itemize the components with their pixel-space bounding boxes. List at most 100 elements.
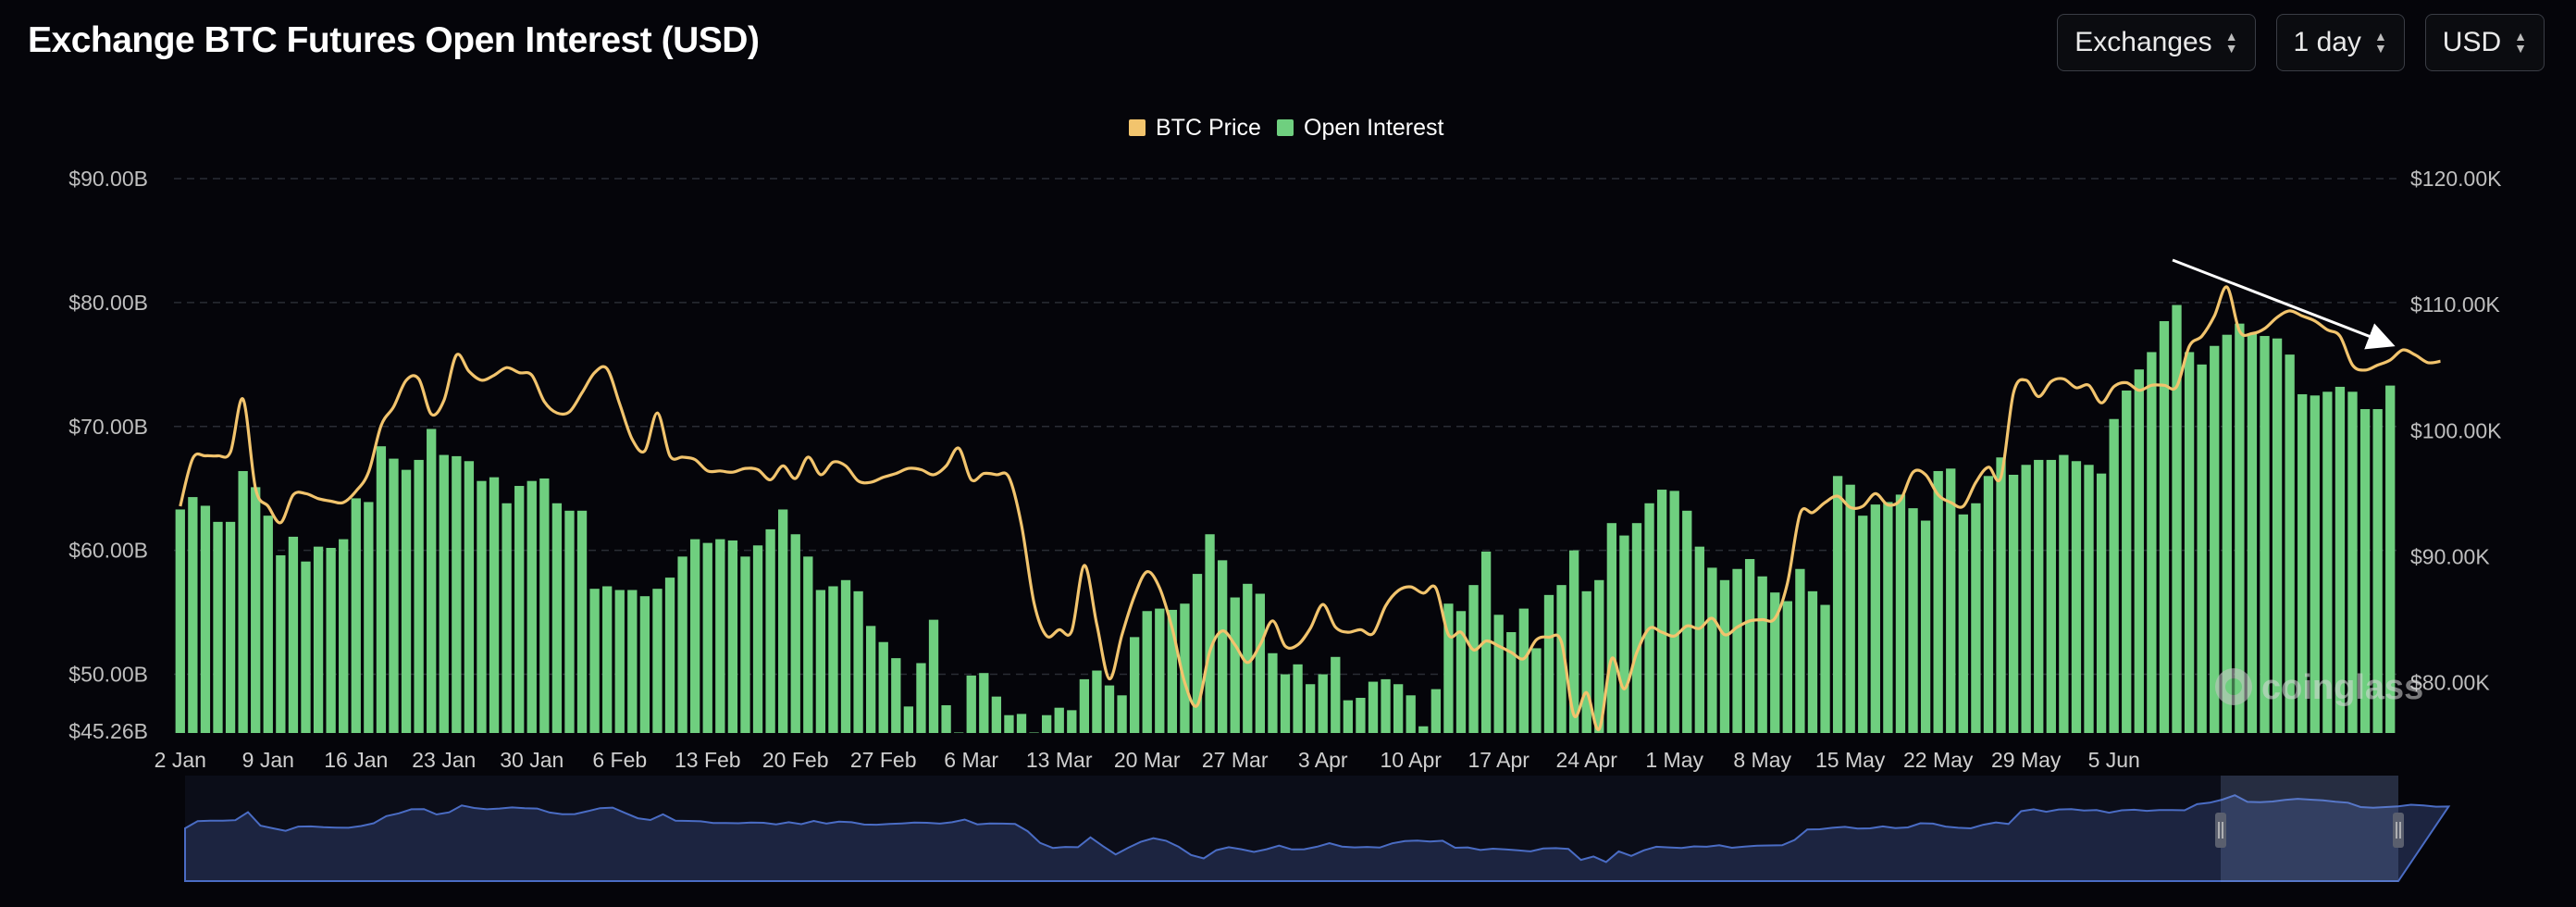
open-interest-bar (2247, 333, 2258, 733)
y-left-tick-label: $60.00B (68, 539, 148, 563)
open-interest-bar (1870, 504, 1880, 733)
open-interest-bar (2147, 352, 2157, 733)
open-interest-bar (1443, 603, 1454, 733)
legend-item-open-interest[interactable]: Open Interest (1277, 115, 1444, 141)
x-tick-label: 17 Apr (1468, 748, 1530, 772)
navigator-handle-right[interactable] (2393, 813, 2404, 848)
open-interest-bar (652, 589, 663, 733)
open-interest-bar (2260, 336, 2270, 733)
y-right-tick-label: $90.00K (2410, 544, 2490, 568)
open-interest-bar (1430, 689, 1441, 733)
open-interest-bar (778, 509, 788, 733)
open-interest-bar (1531, 648, 1542, 733)
open-interest-bar (489, 477, 500, 733)
interval-select-label: 1 day (2293, 27, 2361, 57)
open-interest-bar (1280, 674, 1291, 733)
interval-select[interactable]: 1 day ▲ ▼ (2275, 14, 2405, 71)
open-interest-bar (765, 528, 775, 733)
currency-select-label: USD (2442, 27, 2502, 57)
open-interest-bar (803, 556, 813, 733)
open-interest-bar (1996, 457, 2006, 733)
open-interest-bar (576, 510, 588, 733)
open-interest-bar (2372, 409, 2383, 733)
open-interest-bar (840, 579, 851, 733)
legend-swatch-open-interest (1277, 119, 1294, 136)
open-interest-bar (1243, 583, 1253, 733)
chevron-updown-icon: ▲ ▼ (2224, 29, 2238, 56)
open-interest-bar (589, 589, 600, 733)
open-interest-bar (1958, 514, 1968, 733)
trend-arrow-annotation (2172, 258, 2396, 350)
open-interest-bar (1644, 503, 1654, 733)
chart-legend: BTC Price Open Interest (1129, 115, 1444, 141)
open-interest-bar (1230, 597, 1240, 733)
open-interest-bar (1518, 608, 1529, 733)
open-interest-bar (401, 469, 412, 733)
currency-select[interactable]: USD ▲ ▼ (2424, 14, 2545, 71)
y-right-tick-label: $120.00K (2410, 167, 2502, 191)
open-interest-bar (2122, 390, 2132, 733)
open-interest-bar (2084, 465, 2094, 733)
x-tick-label: 2 Jan (155, 748, 206, 772)
open-interest-bar (2184, 352, 2195, 733)
open-interest-bar (1142, 611, 1152, 733)
open-interest-bar (1983, 476, 1994, 733)
open-interest-bar (2059, 454, 2069, 733)
open-interest-bar (2096, 473, 2107, 733)
range-navigator[interactable] (184, 776, 2451, 882)
open-interest-bar (464, 461, 475, 733)
open-interest-bar (2310, 395, 2320, 733)
open-interest-bar (351, 498, 361, 733)
open-interest-bar (1305, 684, 1316, 733)
open-interest-bar (175, 509, 185, 733)
open-interest-bar (1832, 476, 1843, 733)
open-interest-bar (2322, 391, 2333, 733)
open-interest-bar (364, 502, 374, 733)
open-interest-bar (551, 503, 563, 733)
open-interest-bar (225, 521, 236, 733)
open-interest-bar (1468, 585, 1479, 733)
open-interest-bar (276, 555, 286, 733)
open-interest-bar (853, 590, 863, 733)
open-interest-bar (1192, 574, 1203, 733)
open-interest-bar (1356, 697, 1366, 733)
navigator-selection[interactable] (2221, 776, 2398, 882)
open-interest-bar (1744, 559, 1755, 733)
open-interest-bar (1268, 652, 1278, 733)
open-interest-bar (715, 539, 725, 733)
y-left-tick-label: $90.00B (68, 167, 148, 191)
y-left-tick-label: $70.00B (68, 415, 148, 439)
open-interest-bar (2297, 393, 2308, 733)
open-interest-bar (526, 480, 537, 733)
open-interest-bar (1393, 684, 1404, 733)
open-interest-bar (376, 446, 387, 733)
open-interest-bar (200, 505, 211, 733)
open-interest-bar (288, 536, 299, 733)
open-interest-bar (2197, 364, 2207, 733)
y-axis-right: $120.00K $110.00K $100.00K $90.00K $80.00K (2410, 167, 2502, 695)
legend-label-price: BTC Price (1156, 115, 1261, 141)
open-interest-bar (991, 696, 1002, 733)
open-interest-bar (2034, 459, 2044, 733)
watermark-text: coinglass (2261, 668, 2423, 707)
x-axis: 2 Jan 9 Jan 16 Jan 23 Jan 30 Jan 6 Feb 13 Feb 2… (155, 748, 2140, 772)
btc-price-line (179, 285, 2441, 731)
navigator-handle-left[interactable] (2215, 813, 2226, 848)
open-interest-bar (1719, 579, 1730, 733)
open-interest-bar (928, 619, 939, 733)
open-interest-bar (1455, 611, 1467, 733)
x-tick-label: 27 Mar (1202, 748, 1269, 772)
open-interest-bar (891, 658, 901, 733)
open-interest-bar (690, 539, 700, 733)
open-interest-bar (1933, 470, 1943, 733)
open-interest-bar (427, 429, 437, 733)
exchanges-select[interactable]: Exchanges ▲ ▼ (2057, 14, 2256, 71)
open-interest-bar (1858, 516, 1868, 733)
open-interest-bar (502, 503, 512, 733)
open-interest-bar (1331, 656, 1341, 733)
legend-item-price[interactable]: BTC Price (1129, 115, 1261, 141)
open-interest-bar (2008, 474, 2019, 733)
open-interest-bar (639, 596, 650, 733)
y-left-tick-label: $45.26B (68, 719, 148, 743)
